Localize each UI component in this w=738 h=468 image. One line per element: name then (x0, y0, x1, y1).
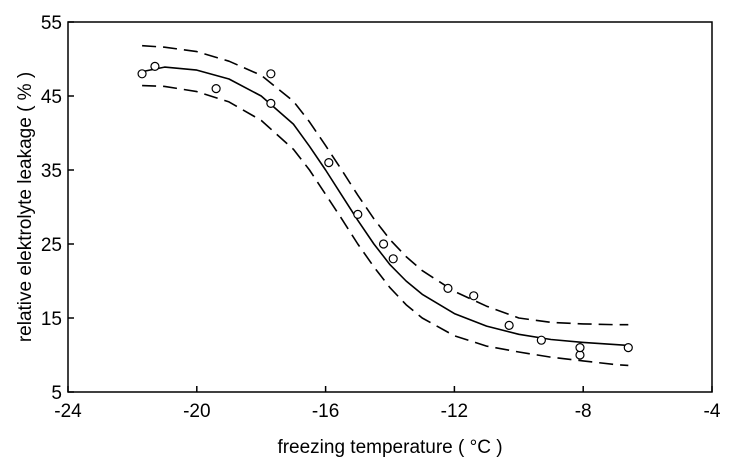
data-point (324, 158, 334, 168)
data-points (137, 61, 633, 360)
data-point (536, 335, 546, 345)
x-axis-label: freezing temperature ( °C ) (277, 437, 502, 458)
data-point (266, 69, 276, 79)
data-point (469, 291, 479, 301)
data-point (150, 61, 160, 72)
y-axis-label: relative elektrolyte leakage ( % ) (15, 72, 36, 342)
curve-lines (141, 44, 629, 367)
confidence-band-line (142, 44, 629, 326)
data-point (575, 350, 585, 360)
data-point (443, 283, 453, 293)
data-point (623, 343, 633, 353)
data-point (266, 98, 276, 109)
data-point (388, 254, 398, 264)
x-tick-label: -8 (575, 401, 592, 422)
x-tick-label: -12 (441, 401, 468, 422)
y-tick-label: 25 (41, 235, 62, 256)
data-point (353, 209, 363, 219)
data-point (378, 239, 389, 249)
y-axis-ticks: 5 15 25 35 45 55 (41, 13, 74, 404)
data-point (575, 343, 585, 353)
x-tick-label: -24 (54, 401, 82, 422)
plot-frame (67, 21, 713, 393)
confidence-band-line (142, 84, 629, 367)
x-tick-label: -4 (704, 401, 721, 422)
y-tick-label: 35 (41, 161, 62, 182)
y-tick-label: 5 (51, 383, 62, 404)
y-tick-label: 45 (41, 87, 62, 108)
data-point (137, 69, 147, 79)
y-tick-label: 15 (41, 309, 62, 330)
data-point (504, 320, 514, 330)
x-tick-label: -20 (183, 401, 210, 422)
x-tick-label: -16 (312, 401, 339, 422)
fitted-curve-line (141, 66, 629, 347)
y-tick-label: 55 (41, 13, 62, 34)
data-point (211, 83, 221, 94)
x-axis-ticks: -24 -20 -16 -12 -8 -4 (54, 386, 721, 422)
